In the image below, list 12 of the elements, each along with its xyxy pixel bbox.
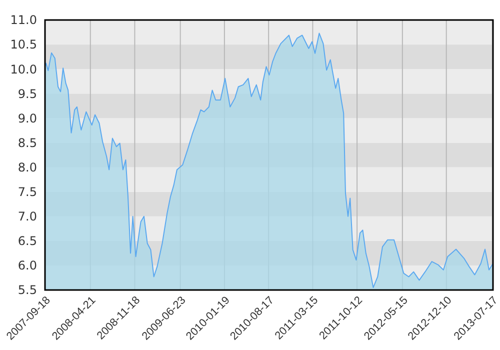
y-tick-label: 7.5 bbox=[18, 185, 37, 200]
y-tick-label: 6.5 bbox=[18, 234, 37, 248]
y-tick-label: 7.0 bbox=[18, 210, 37, 224]
y-tick-label: 5.5 bbox=[18, 283, 37, 298]
y-tick-label: 9.0 bbox=[18, 111, 37, 126]
y-tick-label: 8.0 bbox=[18, 160, 37, 174]
y-tick-label: 9.5 bbox=[18, 86, 37, 101]
y-tick-label: 8.5 bbox=[18, 136, 37, 150]
y-tick-label: 6.0 bbox=[18, 258, 37, 273]
y-tick-label: 10.0 bbox=[10, 62, 37, 76]
y-tick-label: 11.0 bbox=[10, 13, 37, 28]
y-tick-label: 10.5 bbox=[10, 38, 37, 52]
